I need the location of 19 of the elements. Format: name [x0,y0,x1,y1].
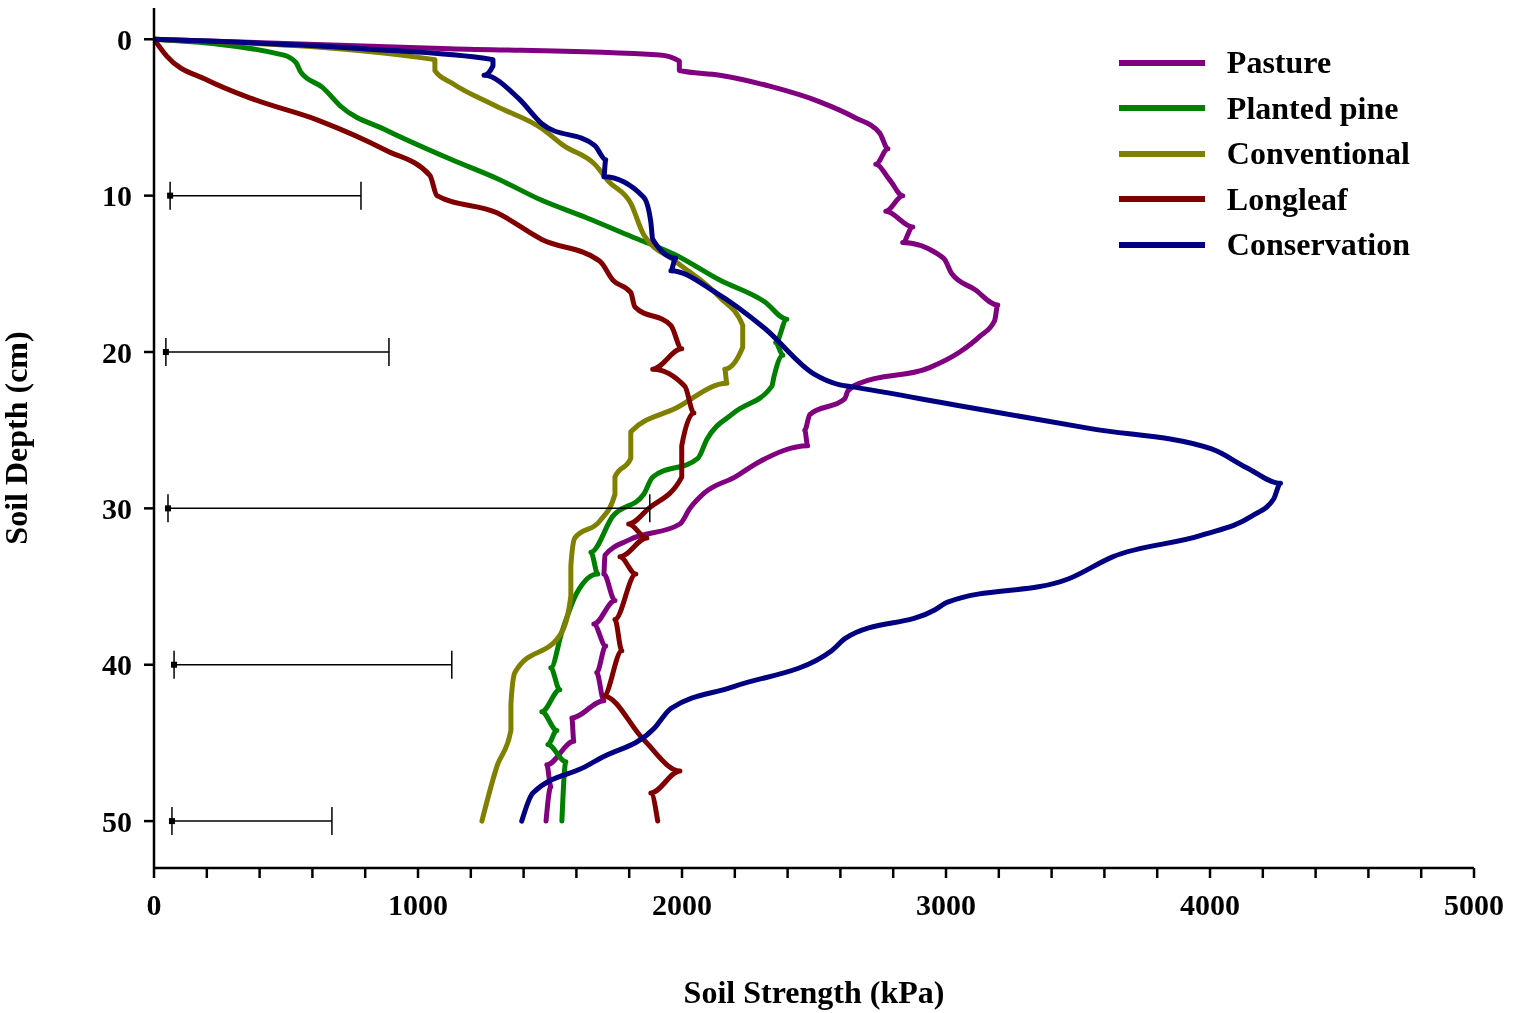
y-axis-title: Soil Depth (cm) [0,331,35,545]
x-tick-label: 5000 [1444,888,1504,922]
legend-label: Conservation [1226,226,1410,264]
x-tick-label: 1000 [388,888,448,922]
x-tick-label: 2000 [652,888,712,922]
y-tick-label: 50 [102,804,132,838]
legend-label: Pasture [1226,44,1332,82]
y-tick-label: 40 [102,648,132,682]
x-tick-label: 4000 [1180,888,1240,922]
y-tick-label: 20 [102,335,132,369]
legend-label: Longleaf [1226,180,1348,218]
legend-label: Conventional [1226,135,1410,173]
x-tick-label: 0 [146,888,162,922]
x-tick-label: 3000 [916,888,976,922]
x-axis-title: Soil Strength (kPa) [683,974,945,1010]
y-tick-label: 0 [117,22,132,56]
legend-label: Planted pine [1226,89,1399,127]
y-tick-label: 10 [102,179,132,213]
y-tick-label: 30 [102,492,132,526]
